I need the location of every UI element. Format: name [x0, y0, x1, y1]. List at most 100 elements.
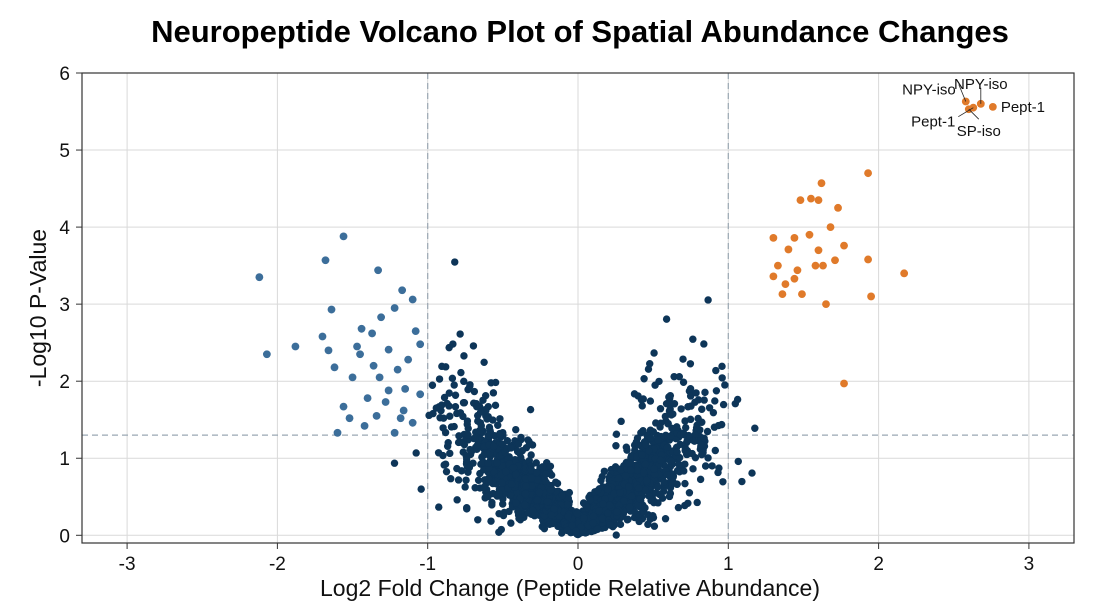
point-nonsignificant — [640, 375, 648, 383]
point-nonsignificant — [644, 520, 652, 529]
point-nonsignificant — [412, 449, 420, 457]
point-nonsignificant — [598, 514, 606, 523]
point-nonsignificant — [440, 461, 448, 469]
point-upregulated — [831, 256, 839, 265]
x-tick-label: -2 — [269, 554, 286, 575]
y-tick-label: 1 — [59, 449, 70, 470]
point-nonsignificant — [686, 392, 695, 400]
chart-title: Neuropeptide Volcano Plot of Spatial Abu… — [151, 14, 1009, 49]
point-nonsignificant — [417, 485, 425, 493]
point-downregulated — [390, 428, 399, 437]
point-nonsignificant — [621, 472, 630, 480]
point-nonsignificant — [594, 486, 602, 495]
point-nonsignificant — [633, 466, 642, 475]
point-nonsignificant — [450, 422, 458, 431]
point-nonsignificant — [491, 401, 500, 410]
point-nonsignificant — [623, 446, 631, 454]
point-downregulated — [345, 414, 354, 423]
point-nonsignificant — [542, 478, 550, 486]
point-nonsignificant — [558, 491, 566, 500]
point-nonsignificant — [647, 496, 655, 505]
point-nonsignificant — [668, 424, 676, 432]
point-upregulated — [819, 261, 827, 270]
point-nonsignificant — [611, 463, 620, 471]
point-nonsignificant — [568, 521, 576, 530]
point-nonsignificant — [454, 438, 463, 447]
y-tick-label: 5 — [59, 141, 70, 162]
point-nonsignificant — [503, 437, 512, 445]
point-nonsignificant — [641, 460, 650, 469]
x-tick-label: 2 — [873, 554, 884, 575]
point-nonsignificant — [606, 521, 614, 529]
point-nonsignificant — [635, 517, 643, 526]
point-nonsignificant — [669, 473, 677, 481]
point-annotation-label: SP-iso — [957, 123, 1001, 140]
point-downregulated — [321, 256, 330, 265]
point-nonsignificant — [493, 459, 502, 467]
point-nonsignificant — [711, 446, 720, 455]
point-nonsignificant — [487, 379, 495, 387]
point-nonsignificant — [698, 450, 706, 459]
threshold-lines — [82, 73, 1074, 543]
point-nonsignificant — [719, 400, 728, 409]
point-nonsignificant — [451, 403, 460, 411]
point-nonsignificant — [680, 431, 688, 439]
point-nonsignificant — [464, 431, 472, 439]
point-nonsignificant — [738, 477, 746, 486]
point-upregulated — [784, 245, 793, 254]
point-nonsignificant — [455, 432, 463, 440]
point-downregulated — [398, 286, 407, 295]
point-nonsignificant — [645, 446, 653, 455]
point-nonsignificant — [616, 488, 624, 497]
point-downregulated — [408, 418, 417, 427]
point-nonsignificant — [673, 448, 681, 456]
point-nonsignificant — [595, 507, 604, 515]
point-nonsignificant — [655, 490, 664, 499]
point-nonsignificant — [617, 417, 625, 426]
point-downregulated — [399, 406, 408, 415]
point-nonsignificant — [464, 385, 472, 394]
point-nonsignificant — [521, 475, 530, 483]
point-nonsignificant — [663, 443, 671, 452]
point-nonsignificant — [647, 434, 655, 442]
point-nonsignificant — [694, 396, 703, 404]
point-nonsignificant — [583, 503, 591, 512]
point-nonsignificant — [653, 483, 662, 491]
point-nonsignificant — [436, 414, 444, 422]
point-nonsignificant — [476, 408, 485, 416]
point-nonsignificant — [646, 397, 655, 405]
point-nonsignificant — [453, 496, 461, 504]
point-nonsignificant — [701, 388, 709, 397]
point-nonsignificant — [630, 390, 639, 398]
point-nonsignificant — [610, 489, 618, 498]
x-tick-label: 1 — [723, 554, 734, 575]
point-nonsignificant — [470, 387, 479, 396]
point-nonsignificant — [688, 449, 696, 458]
point-nonsignificant — [563, 495, 572, 503]
y-tick-label: 6 — [59, 64, 70, 85]
point-nonsignificant — [480, 358, 488, 367]
point-nonsignificant — [564, 512, 572, 521]
point-nonsignificant — [533, 496, 542, 504]
point-upregulated — [834, 203, 842, 212]
point-nonsignificant — [435, 503, 443, 511]
point-nonsignificant — [641, 504, 649, 512]
point-nonsignificant — [540, 524, 549, 533]
point-upregulated — [822, 300, 830, 309]
point-nonsignificant — [495, 509, 503, 518]
point-upregulated — [796, 196, 805, 205]
point-nonsignificant — [616, 520, 625, 529]
point-nonsignificant — [471, 434, 479, 443]
point-downregulated — [384, 386, 393, 395]
point-downregulated — [390, 304, 399, 312]
point-upregulated — [864, 255, 872, 264]
point-nonsignificant — [440, 393, 449, 402]
point-nonsignificant — [390, 459, 399, 467]
point-nonsignificant — [721, 381, 729, 389]
point-nonsignificant — [479, 396, 487, 404]
point-downregulated — [396, 414, 405, 423]
point-nonsignificant — [533, 475, 541, 484]
point-nonsignificant — [425, 411, 433, 420]
point-nonsignificant — [546, 462, 555, 470]
point-nonsignificant — [522, 482, 530, 490]
